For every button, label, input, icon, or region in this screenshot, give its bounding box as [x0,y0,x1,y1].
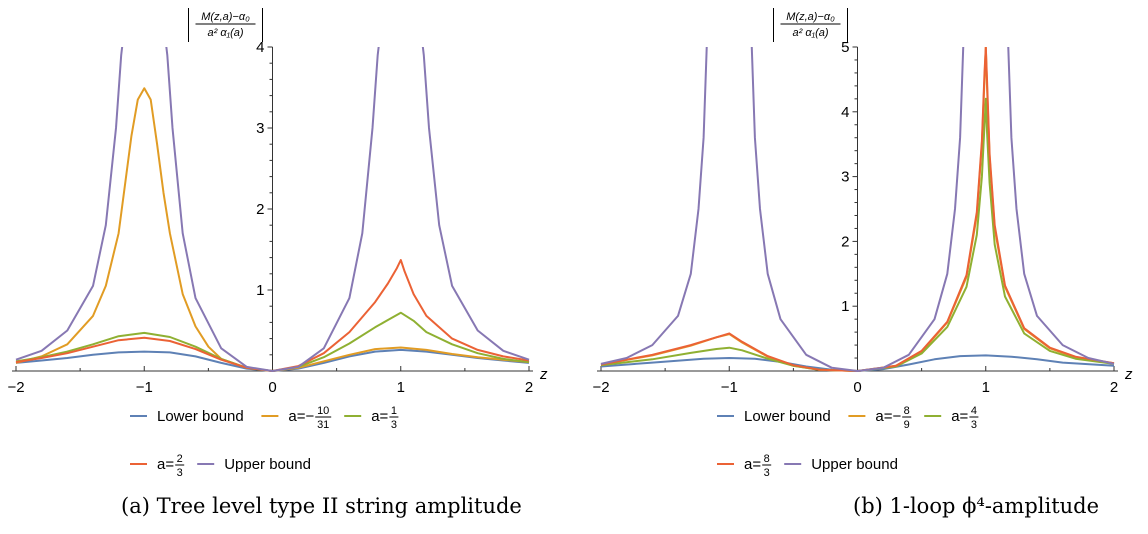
x-tick-label: 2 [525,379,533,396]
legend-label: Lower bound [744,408,831,425]
legend-item: Lower bound [130,408,244,425]
x-axis-label: z [1124,366,1133,383]
x-tick-label: 0 [268,379,276,396]
series-line-4 [15,47,530,372]
y-tick-label: 2 [841,233,849,250]
y-tick-label: 4 [841,104,849,121]
x-tick-label: 0 [853,379,861,396]
legend-item: a= 4 3 [924,405,979,431]
legend-frac-den: 3 [177,467,183,479]
legend-label: a=− [875,408,901,425]
y-label-numerator: M(z,a)−α₀ [201,11,250,23]
y-tick-label: 3 [841,169,849,186]
y-tick-label: 3 [256,120,264,137]
x-tick-label: 1 [397,379,405,396]
plot-area [15,47,530,372]
x-tick-label: 1 [982,379,990,396]
legend-label: a= [951,408,968,425]
legend-item: a= 2 3 [130,453,185,479]
legend-frac-num: 10 [317,405,329,417]
legend-frac-num: 4 [971,405,977,417]
plot-area [600,47,1115,372]
x-tick-label: −2 [592,379,609,396]
legend-frac-num: 8 [764,453,770,465]
y-label-denominator: a² α₁(a) [792,27,828,39]
x-tick-label: −1 [721,379,738,396]
series-line-4 [600,47,1115,372]
y-tick-label: 5 [841,39,849,56]
y-tick-label: 1 [841,298,849,315]
legend-frac-den: 31 [317,419,329,431]
legend-item: a= 8 3 [717,453,772,479]
legend-item: Lower bound [717,408,831,425]
y-axis-label: M(z,a)−α₀ a² α₁(a) [188,8,263,42]
y-axis-label: M(z,a)−α₀ a² α₁(a) [773,8,848,42]
series-line-2 [600,97,1115,372]
legend-label: Upper bound [811,456,898,473]
legend-label: a= [744,456,761,473]
legend-frac-den: 3 [971,419,977,431]
x-tick-label: −1 [136,379,153,396]
legend-frac-den: 3 [391,419,397,431]
legend-label: a= [371,408,388,425]
x-tick-label: 2 [1110,379,1118,396]
legend-item: Upper bound [197,456,311,473]
legend-label: a= [157,456,174,473]
caption-a: (a) Tree level type II string amplitude [121,494,522,518]
legend-label: Upper bound [224,456,311,473]
y-label-denominator: a² α₁(a) [207,27,243,39]
legend-item: a= 1 3 [344,405,399,431]
legend-frac-num: 8 [904,405,910,417]
legend-frac-num: 1 [391,405,397,417]
legend-frac-den: 3 [764,467,770,479]
series-line-3 [600,47,1115,372]
y-label-numerator: M(z,a)−α₀ [786,11,835,23]
y-tick-label: 1 [256,282,264,299]
legend-frac-den: 9 [904,419,910,431]
legend-item: Upper bound [784,456,898,473]
y-tick-label: 2 [256,201,264,218]
legend: Lower bound a=− 89 a= 43a= 83 Upper bound [717,405,979,479]
legend-frac-num: 2 [177,453,183,465]
x-axis-label: z [539,366,548,383]
y-tick-label: 4 [256,39,264,56]
legend-item: a=− 8 9 [848,405,912,431]
legend-item: a=− 10 31 [261,405,332,431]
caption-b: (b) 1-loop ϕ⁴-amplitude [853,494,1100,518]
legend-label: a=− [288,408,314,425]
x-tick-label: −2 [7,379,24,396]
series-line-1 [15,87,530,372]
legend-label: Lower bound [157,408,244,425]
series-line-3 [15,259,530,372]
